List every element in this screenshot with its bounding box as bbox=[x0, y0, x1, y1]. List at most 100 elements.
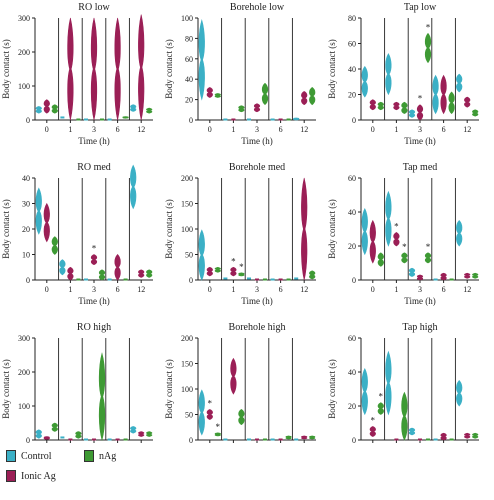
x-tick-label: 6 bbox=[116, 445, 120, 446]
significance-mark: * bbox=[231, 256, 236, 266]
x-tick-label: 3 bbox=[92, 445, 96, 446]
violin-control bbox=[59, 259, 66, 276]
violin-control bbox=[198, 389, 205, 436]
y-tick-label: 40 bbox=[348, 208, 356, 217]
panel-title: Borehole med bbox=[229, 162, 285, 173]
x-axis-label: Time (h) bbox=[78, 136, 109, 146]
violin-nag bbox=[401, 252, 408, 264]
significance-mark: * bbox=[418, 94, 423, 104]
significance-mark: * bbox=[394, 221, 399, 231]
x-axis-label: Time (h) bbox=[404, 136, 435, 146]
legend-label-ionic: Ionic Ag bbox=[21, 470, 56, 482]
violin-control bbox=[385, 350, 392, 416]
y-tick-label: 200 bbox=[18, 48, 30, 57]
violin-ionic-ag bbox=[90, 254, 98, 266]
violin-control bbox=[35, 106, 42, 114]
violin-ionic-ag bbox=[464, 96, 471, 108]
x-tick-label: 12 bbox=[137, 125, 145, 134]
violin-control bbox=[107, 278, 112, 281]
x-tick-label: 6 bbox=[279, 445, 283, 446]
violin-control bbox=[107, 438, 112, 441]
x-axis-label: Time (h) bbox=[241, 296, 272, 306]
violin-control bbox=[223, 277, 228, 280]
violin-ionic-ag bbox=[369, 426, 376, 437]
violin-control bbox=[84, 118, 88, 121]
violin-control bbox=[60, 116, 65, 119]
violin-control bbox=[433, 278, 438, 281]
panel-borehole-low: Borehole low Body contact (s) Time (h) 0 20 4… bbox=[164, 2, 316, 146]
x-tick-label: 0 bbox=[208, 125, 212, 134]
violin-nag bbox=[449, 438, 454, 441]
violin-ionic-ag bbox=[115, 438, 120, 441]
y-tick-label: 60 bbox=[185, 55, 193, 64]
violin-ionic-ag bbox=[440, 74, 447, 115]
significance-mark: * bbox=[402, 242, 407, 252]
violin-control bbox=[84, 438, 88, 441]
x-tick-label: 0 bbox=[371, 125, 375, 134]
violin-ionic-ag bbox=[206, 409, 213, 420]
y-tick-label: 20 bbox=[348, 402, 356, 411]
violin-control bbox=[456, 380, 463, 407]
y-tick-label: 200 bbox=[18, 368, 30, 377]
violin-nag bbox=[51, 422, 58, 432]
violin-nag bbox=[98, 352, 106, 442]
violin-ionic-ag bbox=[206, 266, 213, 277]
violin-control bbox=[223, 438, 228, 441]
violin-control bbox=[35, 187, 42, 235]
violin-control bbox=[408, 427, 416, 436]
y-tick-label: 0 bbox=[189, 436, 193, 445]
violin-control bbox=[60, 436, 65, 439]
x-tick-label: 6 bbox=[442, 445, 446, 446]
violin-nag bbox=[263, 438, 267, 441]
violin-nag bbox=[214, 93, 221, 98]
violin-ionic-ag bbox=[301, 177, 308, 281]
legend-item-nag: nAg bbox=[84, 450, 116, 462]
y-tick-label: 60 bbox=[348, 334, 356, 343]
y-tick-label: 0 bbox=[352, 436, 356, 445]
violin-nag bbox=[377, 402, 384, 415]
x-tick-label: 12 bbox=[137, 285, 145, 294]
x-tick-label: 1 bbox=[231, 445, 235, 446]
violin-control bbox=[433, 438, 438, 441]
x-tick-label: 3 bbox=[418, 285, 422, 294]
x-tick-label: 12 bbox=[300, 285, 308, 294]
violin-control bbox=[130, 426, 137, 434]
x-tick-label: 3 bbox=[92, 285, 96, 294]
y-tick-label: 40 bbox=[22, 174, 30, 183]
y-tick-label: 50 bbox=[185, 251, 193, 260]
violin-nag bbox=[123, 278, 128, 281]
violin-nag bbox=[214, 266, 221, 273]
violin-control bbox=[84, 278, 88, 281]
violin-ionic-ag bbox=[230, 266, 237, 277]
violin-ionic-ag bbox=[255, 438, 259, 441]
significance-mark: * bbox=[426, 22, 431, 32]
violin-nag bbox=[377, 252, 384, 267]
violin-ionic-ag bbox=[369, 99, 376, 111]
violin-nag bbox=[214, 432, 221, 437]
y-tick-label: 0 bbox=[189, 276, 193, 285]
significance-mark: * bbox=[371, 415, 376, 425]
violin-nag bbox=[76, 118, 81, 121]
violin-ionic-ag bbox=[440, 432, 447, 441]
x-tick-label: 1 bbox=[231, 125, 235, 134]
x-tick-label: 3 bbox=[255, 445, 259, 446]
y-axis-label: Body contact (s) bbox=[164, 39, 174, 98]
violin-control bbox=[385, 53, 392, 96]
violin-ionic-ag bbox=[393, 101, 400, 111]
x-tick-label: 1 bbox=[394, 125, 398, 134]
panel-title: Tap low bbox=[404, 2, 437, 13]
violin-ionic-ag bbox=[138, 14, 145, 121]
x-tick-label: 0 bbox=[208, 285, 212, 294]
violin-nag bbox=[424, 252, 432, 264]
legend-item-control: Control bbox=[6, 450, 52, 462]
violin-control bbox=[247, 277, 251, 280]
violin-nag bbox=[401, 391, 408, 441]
y-tick-label: 20 bbox=[348, 242, 356, 251]
significance-mark: * bbox=[92, 244, 97, 254]
violin-ionic-ag bbox=[253, 103, 261, 113]
y-tick-label: 150 bbox=[181, 200, 193, 209]
x-axis-label: Time (h) bbox=[78, 296, 109, 306]
violin-ionic-ag bbox=[440, 272, 447, 281]
violin-control bbox=[456, 220, 463, 247]
y-tick-label: 40 bbox=[348, 65, 356, 74]
